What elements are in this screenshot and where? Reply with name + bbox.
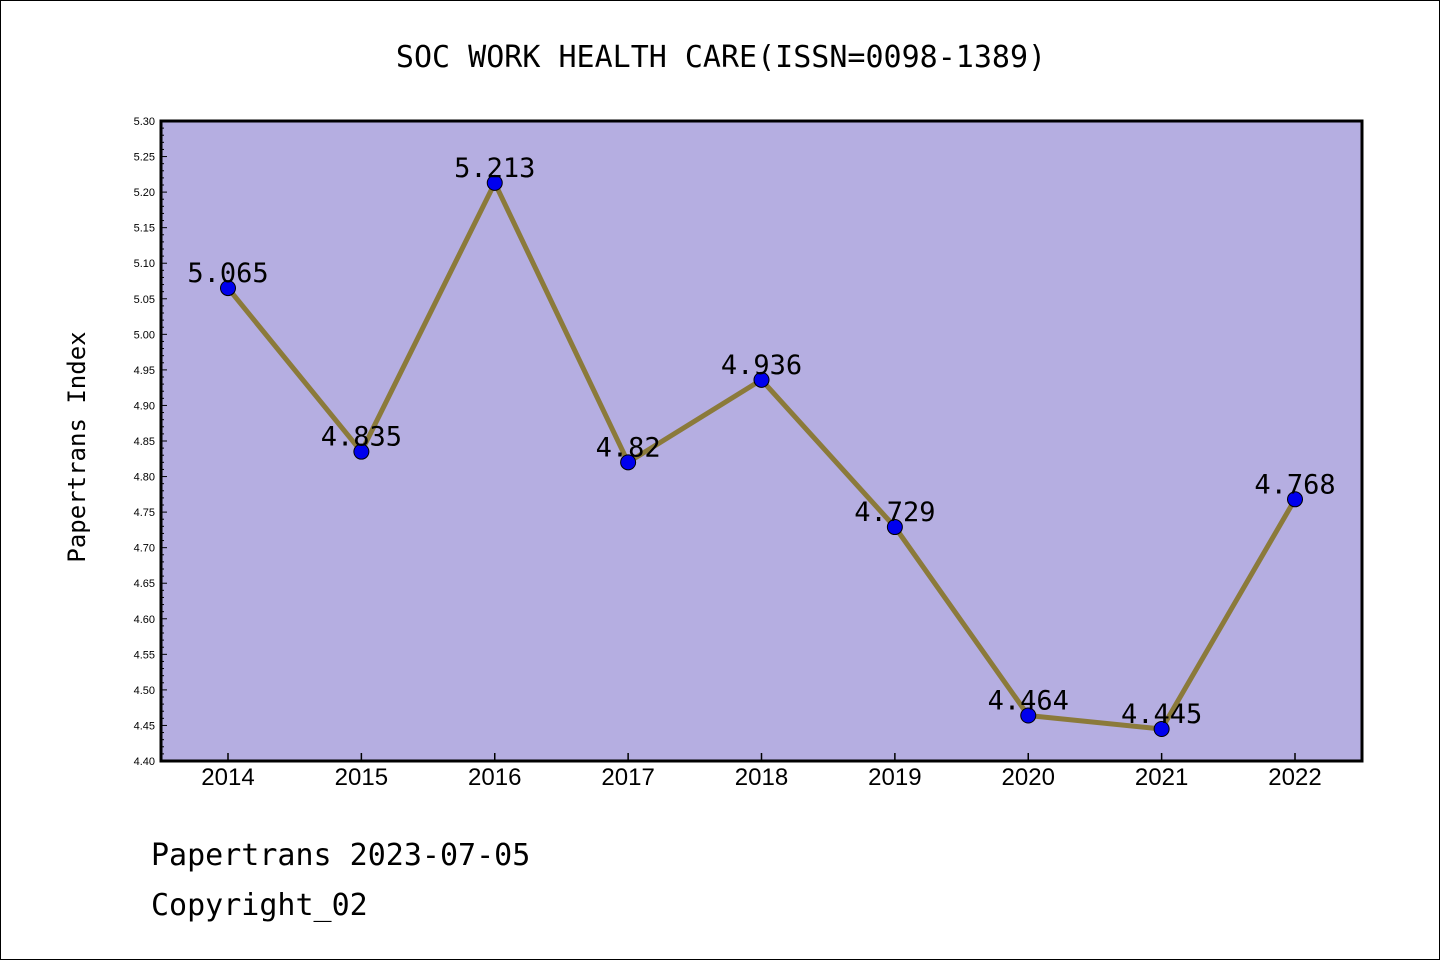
y-tick-label: 4.80 <box>134 472 155 484</box>
y-tick-label: 5.00 <box>134 329 155 341</box>
data-label: 4.464 <box>988 685 1069 716</box>
data-label: 4.936 <box>721 350 802 381</box>
y-tick-label: 5.25 <box>134 152 155 164</box>
data-point <box>753 371 770 388</box>
y-tick-label: 5.05 <box>134 294 155 306</box>
y-tick-label: 4.65 <box>134 578 155 590</box>
y-axis-label: Papertrans Index <box>63 331 91 562</box>
data-point <box>1020 707 1037 724</box>
y-tick-label: 4.95 <box>134 365 155 377</box>
y-tick-label: 4.40 <box>134 756 155 768</box>
y-tick-label: 4.60 <box>134 614 155 626</box>
data-point <box>220 280 236 297</box>
x-tick-label: 2017 <box>601 764 654 791</box>
y-tick-label: 4.45 <box>134 720 155 732</box>
data-label: 4.82 <box>596 432 661 463</box>
data-point <box>620 454 637 471</box>
chart-title: SOC WORK HEALTH CARE(ISSN=0098-1389) <box>396 40 1046 75</box>
data-label: 4.729 <box>854 497 935 528</box>
y-tick-label: 4.55 <box>134 649 155 661</box>
data-labels-group: 5.065 4.835 5.213 4.82 4.936 4.729 4.464 4.445 4… <box>187 153 1335 730</box>
data-label: 5.213 <box>454 153 535 184</box>
y-tick-label: 4.75 <box>134 507 155 519</box>
x-tick-label: 2021 <box>1135 764 1188 791</box>
x-tick-label: 2014 <box>201 764 254 791</box>
y-tick-label: 5.15 <box>134 223 155 235</box>
x-tick-label: 2018 <box>735 764 788 791</box>
y-tick-label: 4.50 <box>134 685 155 697</box>
x-tick-label: 2016 <box>468 764 521 791</box>
x-tick-label: 2019 <box>868 764 921 791</box>
data-point <box>486 174 503 191</box>
x-tick-label: 2020 <box>1002 764 1055 791</box>
x-tick-label: 2015 <box>335 764 388 791</box>
y-tick-label: 4.70 <box>134 543 155 555</box>
data-point <box>1287 491 1303 508</box>
y-tick-label: 5.10 <box>134 258 155 270</box>
data-point <box>353 443 370 460</box>
footer-date: Papertrans 2023-07-05 <box>151 838 530 873</box>
y-tick-label: 4.90 <box>134 400 155 412</box>
plot-area <box>161 121 1362 761</box>
footer-copyright: Copyright_02 <box>151 888 368 923</box>
series-points-group <box>220 174 1303 737</box>
data-label: 4.835 <box>321 422 402 453</box>
y-tick-label: 5.30 <box>134 116 155 128</box>
x-tick-label: 2022 <box>1268 764 1321 791</box>
data-label: 4.445 <box>1121 699 1202 730</box>
y-tick-label: 5.20 <box>134 187 155 199</box>
data-label: 4.768 <box>1254 469 1335 500</box>
data-point <box>886 519 903 536</box>
y-tick-label: 4.85 <box>134 436 155 448</box>
data-point <box>1153 721 1170 737</box>
data-label: 5.065 <box>187 258 268 289</box>
plot-border <box>159 119 1364 763</box>
